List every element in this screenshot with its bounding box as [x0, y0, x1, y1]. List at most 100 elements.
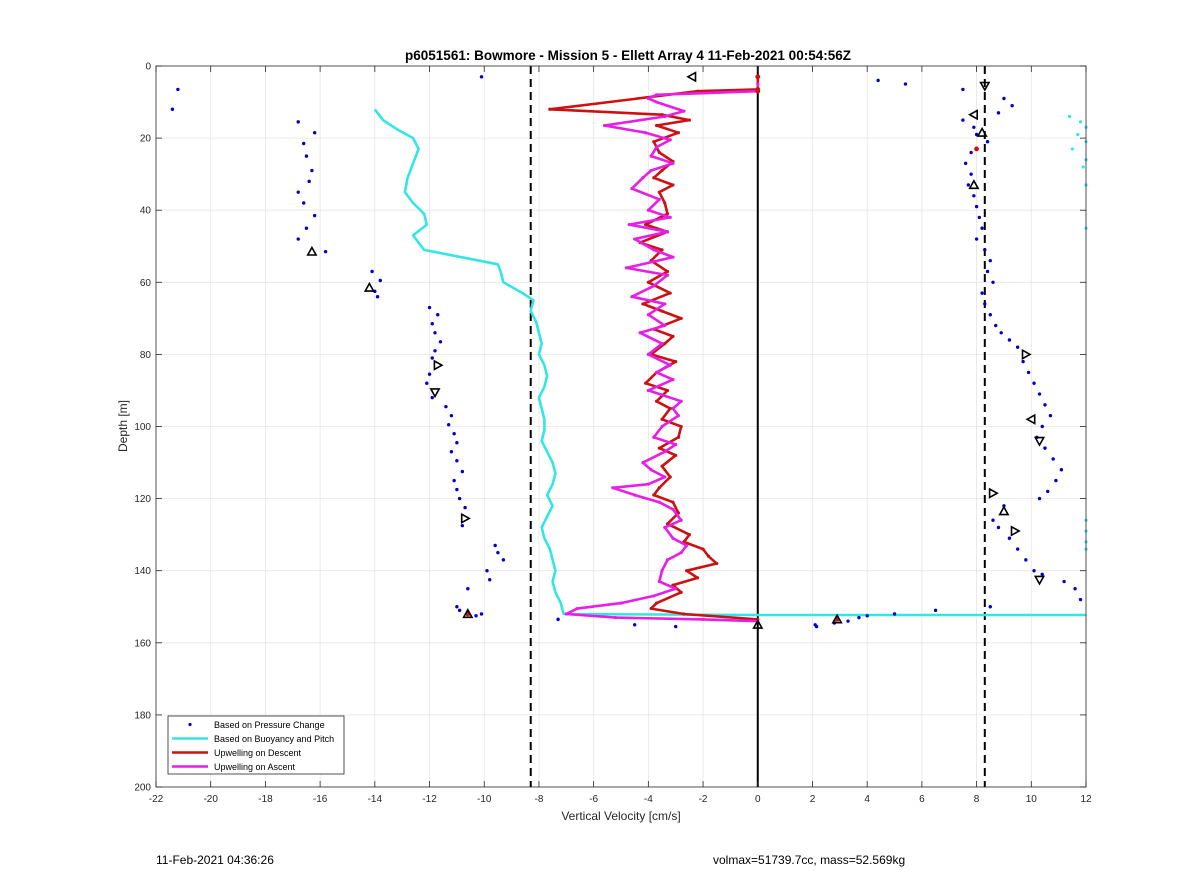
pressure-change-point [312, 213, 317, 218]
buoyancy-pitch-point [1070, 147, 1074, 151]
upwelling-ascent-point [679, 551, 683, 555]
upwelling-descent-point [663, 201, 667, 205]
red-point [974, 146, 979, 152]
upwelling-descent-point [695, 576, 700, 580]
upwelling-ascent-point [660, 341, 664, 346]
pressure-change-point [493, 543, 497, 548]
pressure-change-point [1015, 345, 1020, 349]
pressure-change-point [972, 194, 976, 198]
pressure-change-point [983, 248, 987, 252]
upwelling-descent-point [668, 406, 672, 411]
triangle-marker [979, 81, 991, 92]
upwelling-descent-point [676, 435, 681, 439]
upwelling-descent-point [679, 316, 683, 320]
pressure-change-point [296, 190, 300, 194]
upwelling-descent-point [687, 533, 691, 537]
y-tick-label: 60 [140, 278, 152, 289]
upwelling-descent-point [706, 554, 711, 558]
upwelling-ascent-point [646, 388, 650, 393]
pressure-change-point [1015, 547, 1020, 551]
pressure-change-point [1037, 392, 1042, 396]
upwelling-ascent-point [627, 223, 631, 227]
upwelling-descent-point [685, 569, 689, 573]
y-tick-label: 80 [140, 350, 152, 361]
pressure-change-point [474, 614, 478, 618]
pressure-change-point [307, 179, 311, 184]
pressure-change-point [996, 111, 1001, 115]
triangle-marker [306, 245, 318, 256]
upwelling-ascent-point [641, 460, 645, 465]
pressure-change-point [427, 305, 432, 310]
pressure-change-point [969, 172, 973, 176]
y-tick-label: 20 [140, 134, 152, 145]
legend-pressure-label: Based on Pressure Change [214, 720, 325, 730]
upwelling-descent-point [654, 123, 659, 128]
data-series [170, 74, 1088, 629]
triangle-markers [306, 71, 1046, 629]
upwelling-ascent-point [679, 399, 683, 403]
upwelling-descent-point [665, 388, 670, 393]
upwelling-ascent-point [665, 230, 670, 234]
upwelling-descent-point [715, 561, 719, 566]
upwelling-ascent-point [660, 569, 664, 573]
y-tick-label: 180 [134, 710, 151, 721]
pressure-change-point [302, 201, 306, 205]
legend-pressure-swatch [188, 722, 192, 727]
x-tick-label: -22 [149, 794, 164, 805]
legend-buoyancy-label: Based on Buoyancy and Pitch [214, 734, 334, 744]
triangle-marker [462, 608, 474, 619]
upwelling-descent-point [649, 606, 653, 611]
y-tick-label: 200 [134, 783, 151, 794]
triangle-marker [752, 618, 764, 629]
upwelling-ascent-point [663, 450, 667, 454]
triangle-marker [1025, 413, 1036, 425]
upwelling-descent-point [660, 417, 664, 421]
buoyancy-pitch-point [1076, 132, 1080, 137]
pressure-change-point [1032, 569, 1036, 573]
pressure-change-point [1043, 403, 1047, 407]
x-tick-label: 10 [1026, 794, 1038, 805]
upwelling-ascent-point [649, 168, 653, 173]
x-tick-label: 4 [864, 794, 870, 805]
y-tick-label: 0 [145, 62, 151, 73]
upwelling-ascent-point [641, 176, 645, 180]
pressure-change-point [170, 107, 175, 111]
pressure-change-point [457, 496, 462, 501]
pressure-change-point [674, 624, 678, 629]
pressure-change-point [1062, 579, 1066, 584]
pressure-change-point [903, 82, 908, 86]
pressure-change-point [1040, 572, 1044, 577]
upwelling-ascent-point [575, 606, 579, 611]
upwelling-ascent-point [646, 208, 650, 212]
upwelling-ascent-point [674, 587, 678, 591]
upwelling-ascent-point [668, 215, 672, 220]
y-tick-label: 140 [134, 566, 151, 577]
pressure-change-point [999, 331, 1003, 335]
x-tick-label: -8 [534, 794, 543, 805]
pressure-change-point [814, 624, 819, 629]
upwelling-descent-point [646, 280, 650, 284]
upwelling-descent-point [665, 269, 670, 274]
upwelling-ascent-point [663, 302, 667, 306]
x-tick-label: -6 [589, 794, 598, 805]
legend: Based on Pressure Change Based on Buoyan… [167, 715, 345, 775]
pressure-change-point [501, 558, 506, 562]
upwelling-ascent-point [657, 197, 661, 201]
upwelling-ascent-point [654, 100, 659, 104]
upwelling-descent-point [652, 140, 656, 144]
footer-timestamp: 11-Feb-2021 04:36:26 [156, 853, 274, 867]
pressure-change-point [961, 87, 965, 92]
pressure-change-point [961, 118, 965, 122]
x-tick-label: 8 [974, 794, 980, 805]
pressure-change-point [302, 141, 306, 146]
pressure-change-point [375, 295, 380, 299]
upwelling-ascent-point [671, 161, 675, 165]
pressure-change-point [466, 587, 470, 591]
pressure-change-point [1007, 338, 1012, 342]
upwelling-ascent-point [649, 154, 653, 158]
upwelling-ascent-point [633, 237, 637, 241]
triangle-marker [433, 359, 444, 371]
pressure-change-point [452, 478, 456, 483]
upwelling-ascent-point [657, 500, 661, 504]
pressure-change-point [1073, 587, 1077, 591]
